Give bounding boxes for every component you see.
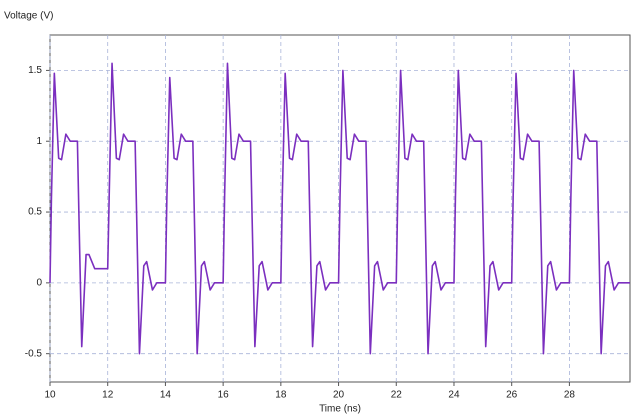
x-tick-label: 28	[564, 390, 576, 401]
x-tick-label: 22	[391, 390, 403, 401]
x-tick-label: 10	[44, 390, 56, 401]
x-tick-label: 20	[333, 390, 345, 401]
y-tick-label: 0.5	[28, 207, 42, 218]
y-tick-label: 1.5	[28, 65, 42, 76]
x-axis-label: Time (ns)	[319, 404, 361, 415]
y-tick-label: 0	[36, 277, 42, 288]
y-axis-label: Voltage (V)	[4, 11, 53, 22]
y-tick-label: 1	[36, 136, 42, 147]
x-tick-label: 24	[448, 390, 460, 401]
x-tick-label: 16	[218, 390, 230, 401]
waveform	[49, 62, 630, 355]
x-tick-label: 26	[506, 390, 518, 401]
x-tick-label: 18	[275, 390, 287, 401]
x-tick-label: 14	[160, 390, 172, 401]
x-tick-label: 12	[102, 390, 114, 401]
y-tick-label: -0.5	[25, 348, 43, 359]
